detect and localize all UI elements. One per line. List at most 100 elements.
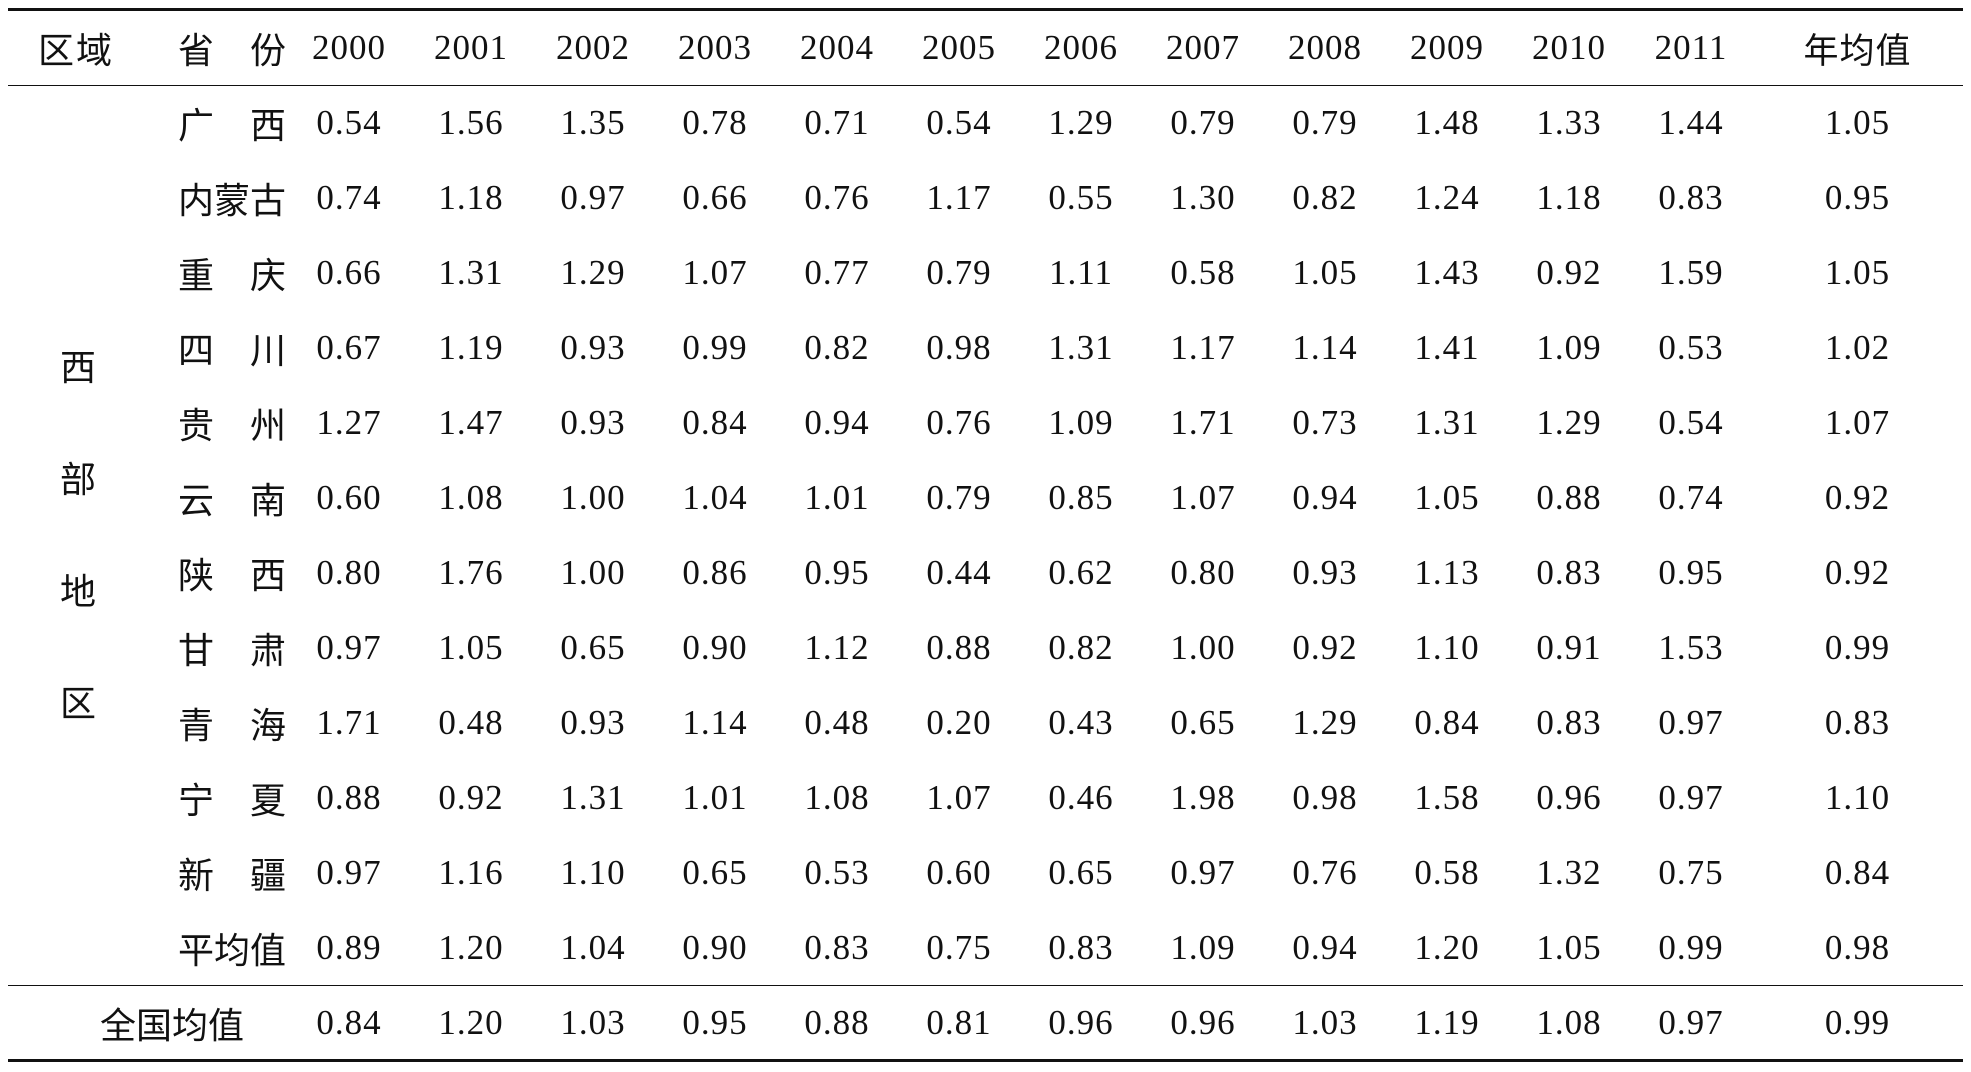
value-cell: 0.55 — [1048, 178, 1114, 217]
table-row: 云南 0.60 1.08 1.00 1.04 1.01 0.79 0.85 1.07 0.94 1.… — [8, 461, 1963, 536]
province-char: 重 — [178, 256, 215, 296]
value-cell: 1.19 — [438, 328, 504, 367]
value-cell: 1.01 — [804, 478, 870, 517]
value-cell: 1.29 — [1048, 103, 1114, 143]
value-cell: 0.48 — [804, 703, 870, 742]
value-cell: 0.94 — [1292, 478, 1358, 517]
value-cell: 1.31 — [1048, 328, 1114, 367]
value-cell: 0.83 — [1048, 927, 1114, 967]
value-cell: 0.96 — [1536, 778, 1602, 817]
province-char: 庆 — [250, 256, 287, 296]
value-cell: 1.08 — [1508, 985, 1630, 1062]
mean-cell: 0.83 — [1824, 703, 1891, 742]
value-cell: 1.24 — [1414, 178, 1480, 217]
value-cell: 0.79 — [1170, 103, 1236, 143]
value-cell: 1.31 — [1414, 403, 1480, 442]
header-annual-mean: 年均值 — [1752, 8, 1963, 86]
province-char: 海 — [250, 706, 287, 746]
header-year: 2002 — [532, 8, 654, 86]
province-char: 四 — [178, 331, 215, 371]
value-cell: 0.97 — [1658, 778, 1724, 817]
value-cell: 1.71 — [316, 703, 382, 742]
value-cell: 1.00 — [560, 553, 626, 592]
value-cell: 0.97 — [560, 178, 626, 217]
value-cell: 1.05 — [438, 628, 504, 667]
value-cell: 1.10 — [560, 853, 626, 892]
table-row: 重庆 0.66 1.31 1.29 1.07 0.77 0.79 1.11 0.58 1.05 1.… — [8, 236, 1963, 311]
province-char: 州 — [250, 406, 287, 446]
value-cell: 0.54 — [1658, 403, 1724, 442]
value-cell: 1.04 — [682, 478, 748, 517]
province-name: 贵州 — [148, 386, 288, 461]
value-cell: 0.79 — [1292, 103, 1358, 143]
value-cell: 1.48 — [1414, 103, 1480, 143]
mean-cell: 0.92 — [1824, 478, 1891, 517]
table-row: 青海 1.71 0.48 0.93 1.14 0.48 0.20 0.43 0.65 1.29 0.… — [8, 686, 1963, 761]
region-char: 区 — [59, 683, 96, 724]
value-cell: 0.95 — [804, 553, 870, 592]
header-province: 省份 — [148, 8, 288, 86]
value-cell: 1.56 — [438, 103, 504, 143]
mean-cell: 1.05 — [1824, 253, 1891, 292]
value-cell: 0.88 — [926, 628, 992, 667]
mean-cell: 0.99 — [1824, 628, 1891, 667]
value-cell: 1.05 — [1292, 253, 1358, 292]
value-cell: 1.29 — [560, 253, 626, 292]
value-cell: 0.79 — [926, 253, 992, 292]
value-cell: 1.20 — [1414, 927, 1480, 967]
value-cell: 0.54 — [316, 103, 382, 143]
value-cell: 0.76 — [804, 178, 870, 217]
value-cell: 1.01 — [682, 778, 748, 817]
value-cell: 0.95 — [654, 985, 776, 1062]
value-cell: 0.62 — [1048, 553, 1114, 592]
value-cell: 0.75 — [1658, 853, 1724, 892]
value-cell: 0.73 — [1292, 403, 1358, 442]
value-cell: 0.99 — [1658, 927, 1724, 967]
province-name: 云南 — [148, 461, 288, 536]
value-cell: 1.19 — [1386, 985, 1508, 1062]
province-char: 疆 — [250, 856, 287, 896]
national-label: 全国均值 — [8, 985, 288, 1062]
header-year: 2004 — [776, 8, 898, 86]
region-label: 西部地区 — [8, 86, 148, 986]
value-cell: 0.58 — [1170, 253, 1236, 292]
average-row: 平均值 0.89 1.20 1.04 0.90 0.83 0.75 0.83 1.09 0.94 1… — [8, 911, 1963, 986]
value-cell: 1.09 — [1536, 328, 1602, 367]
header-year: 2011 — [1630, 8, 1752, 86]
value-cell: 0.71 — [804, 103, 870, 143]
value-cell: 0.60 — [316, 478, 382, 517]
header-year: 2009 — [1386, 8, 1508, 86]
value-cell: 1.09 — [1170, 927, 1236, 967]
value-cell: 0.83 — [1658, 178, 1724, 217]
header-province-b: 份 — [250, 31, 287, 71]
province-char: 西 — [250, 106, 287, 147]
mean-cell: 0.98 — [1824, 927, 1891, 967]
value-cell: 0.80 — [316, 553, 382, 592]
header-year: 2006 — [1020, 8, 1142, 86]
value-cell: 1.44 — [1658, 103, 1724, 143]
value-cell: 0.78 — [682, 103, 748, 143]
value-cell: 0.65 — [682, 853, 748, 892]
region-char: 部 — [59, 459, 96, 500]
value-cell: 0.84 — [288, 985, 410, 1062]
table-row: 西部地区广西 0.54 1.56 1.35 0.78 0.71 0.54 1.29 0.79 0.… — [8, 86, 1963, 723]
value-cell: 0.93 — [560, 328, 626, 367]
province-name: 青海 — [148, 686, 288, 761]
value-cell: 1.29 — [1292, 703, 1358, 742]
value-cell: 1.59 — [1658, 253, 1724, 292]
value-cell: 0.94 — [1292, 927, 1358, 967]
mean-cell: 0.84 — [1824, 853, 1891, 892]
province-char: 宁 — [178, 781, 215, 821]
mean-cell: 1.07 — [1824, 403, 1891, 442]
value-cell: 0.20 — [926, 703, 992, 742]
value-cell: 1.03 — [532, 985, 654, 1062]
table-row: 宁夏 0.88 0.92 1.31 1.01 1.08 1.07 0.46 1.98 0.98 1.… — [8, 761, 1963, 836]
province-char: 南 — [250, 481, 287, 521]
value-cell: 0.93 — [560, 403, 626, 442]
province-name: 宁夏 — [148, 761, 288, 836]
value-cell: 1.07 — [682, 253, 748, 292]
province-name: 平均值 — [148, 911, 288, 986]
value-cell: 0.48 — [438, 703, 504, 742]
value-cell: 0.53 — [1658, 328, 1724, 367]
data-table: 区域 省份 2000 2001 2002 2003 2004 2005 2006… — [8, 8, 1963, 1062]
